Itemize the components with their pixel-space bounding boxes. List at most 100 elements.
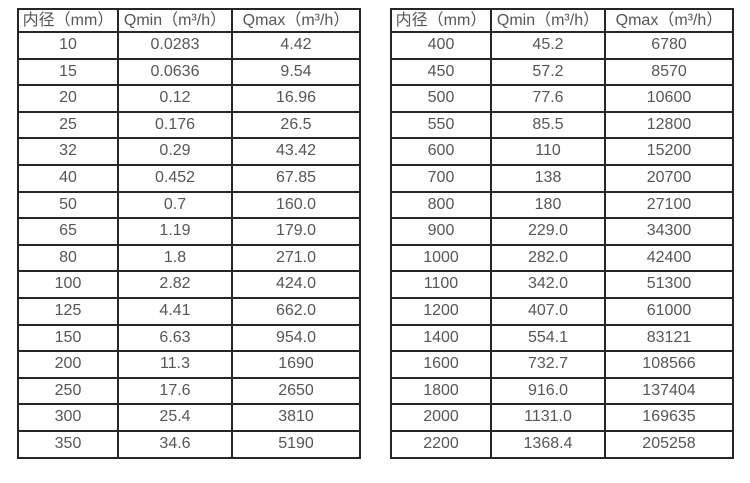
table-cell: 25.4 bbox=[117, 403, 233, 432]
table-cell: 5190 bbox=[231, 429, 361, 459]
table-cell: 160.0 bbox=[231, 190, 361, 220]
table-cell: 300 bbox=[17, 403, 119, 432]
table-cell: 169635 bbox=[604, 403, 734, 432]
table-row: 1400 554.1 83121 bbox=[390, 323, 734, 353]
column-header: 内径（mm） bbox=[17, 8, 119, 33]
column-header: Qmin（m³/h） bbox=[117, 8, 233, 33]
table-cell: 27100 bbox=[604, 190, 734, 220]
table-row: 32 0.29 43.42 bbox=[17, 137, 361, 166]
table-cell: 138 bbox=[490, 163, 606, 193]
table-cell: 61000 bbox=[604, 296, 734, 326]
table-row: 600 110 15200 bbox=[390, 137, 734, 166]
table-cell: 450 bbox=[390, 57, 492, 87]
flow-spec-table-small-diameters: 内径（mm） Qmin（m³/h） Qmax（m³/h） 10 0.0283 4.42 15… bbox=[17, 8, 361, 459]
table-cell: 6.63 bbox=[117, 323, 233, 353]
table-row: 65 1.19 179.0 bbox=[17, 217, 361, 246]
table-cell: 0.29 bbox=[117, 137, 233, 166]
table-cell: 110 bbox=[490, 137, 606, 166]
table-row: 200 11.3 1690 bbox=[17, 350, 361, 379]
table-row: 150 6.63 954.0 bbox=[17, 323, 361, 353]
table-cell: 137404 bbox=[604, 376, 734, 406]
table-cell: 43.42 bbox=[231, 137, 361, 166]
table-row: 50 0.7 160.0 bbox=[17, 190, 361, 220]
table-row: 450 57.2 8570 bbox=[390, 57, 734, 87]
table-row: 500 77.6 10600 bbox=[390, 84, 734, 113]
table-row: 1800 916.0 137404 bbox=[390, 376, 734, 406]
header-row: 内径（mm） Qmin（m³/h） Qmax（m³/h） bbox=[390, 8, 734, 33]
table-row: 1000 282.0 42400 bbox=[390, 243, 734, 273]
table-cell: 50 bbox=[17, 190, 119, 220]
table-cell: 20 bbox=[17, 84, 119, 113]
table-cell: 1200 bbox=[390, 296, 492, 326]
table-cell: 0.176 bbox=[117, 110, 233, 140]
table-cell: 0.0283 bbox=[117, 31, 233, 60]
table-row: 2200 1368.4 205258 bbox=[390, 429, 734, 459]
table-cell: 20700 bbox=[604, 163, 734, 193]
table-cell: 179.0 bbox=[231, 217, 361, 246]
table-cell: 9.54 bbox=[231, 57, 361, 87]
table-cell: 900 bbox=[390, 217, 492, 246]
table-cell: 662.0 bbox=[231, 296, 361, 326]
table-cell: 10 bbox=[17, 31, 119, 60]
table-row: 2000 1131.0 169635 bbox=[390, 403, 734, 432]
table-cell: 732.7 bbox=[490, 350, 606, 379]
table-cell: 57.2 bbox=[490, 57, 606, 87]
table-cell: 700 bbox=[390, 163, 492, 193]
table-row: 400 45.2 6780 bbox=[390, 31, 734, 60]
table-cell: 0.7 bbox=[117, 190, 233, 220]
table-cell: 0.0636 bbox=[117, 57, 233, 87]
table-cell: 205258 bbox=[604, 429, 734, 459]
table-row: 350 34.6 5190 bbox=[17, 429, 361, 459]
table-cell: 17.6 bbox=[117, 376, 233, 406]
flow-spec-table-large-diameters: 内径（mm） Qmin（m³/h） Qmax（m³/h） 400 45.2 6780 450… bbox=[390, 8, 734, 459]
table-row: 40 0.452 67.85 bbox=[17, 163, 361, 193]
table-cell: 77.6 bbox=[490, 84, 606, 113]
table-cell: 32 bbox=[17, 137, 119, 166]
table-cell: 600 bbox=[390, 137, 492, 166]
table-cell: 42400 bbox=[604, 243, 734, 273]
table-cell: 400 bbox=[390, 31, 492, 60]
column-header: Qmin（m³/h） bbox=[490, 8, 606, 33]
table-cell: 150 bbox=[17, 323, 119, 353]
table-cell: 3810 bbox=[231, 403, 361, 432]
table-cell: 51300 bbox=[604, 270, 734, 299]
table-row: 100 2.82 424.0 bbox=[17, 270, 361, 299]
table-cell: 1.19 bbox=[117, 217, 233, 246]
table-cell: 800 bbox=[390, 190, 492, 220]
table-cell: 407.0 bbox=[490, 296, 606, 326]
table-cell: 2650 bbox=[231, 376, 361, 406]
table-row: 20 0.12 16.96 bbox=[17, 84, 361, 113]
table-cell: 125 bbox=[17, 296, 119, 326]
table-cell: 342.0 bbox=[490, 270, 606, 299]
table-row: 700 138 20700 bbox=[390, 163, 734, 193]
table-row: 1600 732.7 108566 bbox=[390, 350, 734, 379]
table-cell: 4.41 bbox=[117, 296, 233, 326]
table-cell: 1690 bbox=[231, 350, 361, 379]
table-row: 1200 407.0 61000 bbox=[390, 296, 734, 326]
table-cell: 916.0 bbox=[490, 376, 606, 406]
table-cell: 25 bbox=[17, 110, 119, 140]
table-cell: 16.96 bbox=[231, 84, 361, 113]
table-cell: 424.0 bbox=[231, 270, 361, 299]
table-cell: 200 bbox=[17, 350, 119, 379]
table-cell: 2000 bbox=[390, 403, 492, 432]
table-cell: 350 bbox=[17, 429, 119, 459]
table-cell: 10600 bbox=[604, 84, 734, 113]
table-cell: 0.12 bbox=[117, 84, 233, 113]
table-row: 800 180 27100 bbox=[390, 190, 734, 220]
table-cell: 1131.0 bbox=[490, 403, 606, 432]
table-cell: 2.82 bbox=[117, 270, 233, 299]
table-row: 80 1.8 271.0 bbox=[17, 243, 361, 273]
table-cell: 85.5 bbox=[490, 110, 606, 140]
table-cell: 83121 bbox=[604, 323, 734, 353]
table-cell: 1400 bbox=[390, 323, 492, 353]
column-header: Qmax（m³/h） bbox=[604, 8, 734, 33]
table-row: 10 0.0283 4.42 bbox=[17, 31, 361, 60]
column-header: Qmax（m³/h） bbox=[231, 8, 361, 33]
table-cell: 554.1 bbox=[490, 323, 606, 353]
table-cell: 15 bbox=[17, 57, 119, 87]
table-cell: 45.2 bbox=[490, 31, 606, 60]
table-row: 300 25.4 3810 bbox=[17, 403, 361, 432]
table-cell: 40 bbox=[17, 163, 119, 193]
